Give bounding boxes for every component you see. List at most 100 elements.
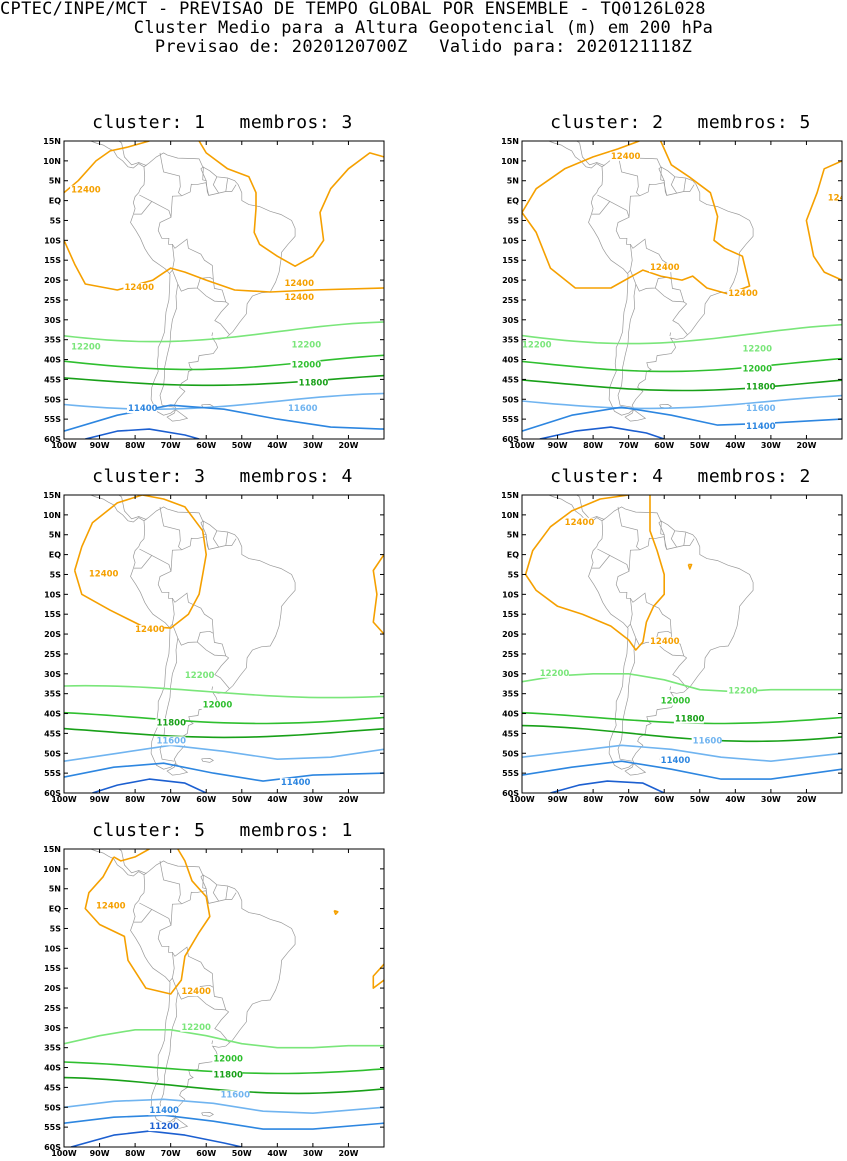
contour-label-bg <box>287 404 317 414</box>
panel-title: cluster: 1 membros: 3 <box>92 112 353 133</box>
contour-line <box>522 744 842 763</box>
y-tick-label: 45S <box>44 375 61 384</box>
contour-label: 12400 <box>135 625 165 635</box>
y-tick-label: 30S <box>44 316 61 325</box>
y-tick-label: 45S <box>502 375 519 384</box>
contour-line <box>64 392 384 411</box>
country-border <box>615 536 695 689</box>
map-plot: 1240012400124001240012200122001200011800… <box>501 137 843 450</box>
country-border <box>172 952 214 1000</box>
contour-label-bg <box>123 283 154 292</box>
contour-line <box>64 374 384 387</box>
y-tick-label: 35S <box>502 690 519 699</box>
y-tick-label: 15S <box>502 256 519 265</box>
contour-label-bg <box>691 736 722 746</box>
map-layer: 12400 12400 12200 12000 11800 11600 11400 <box>64 495 384 793</box>
figure-header: CPTEC/INPE/MCT - PREVISAO DE TEMPO GLOBA… <box>0 0 847 57</box>
y-tick-label: 55S <box>502 769 519 778</box>
y-tick-label: 10N <box>43 511 61 520</box>
contour-label-bg <box>180 1022 211 1032</box>
y-tick-label: 20S <box>502 276 519 285</box>
panel-title: cluster: 3 membros: 4 <box>92 466 353 487</box>
map-layer: 12400 12400 12200 12000 11800 11600 11400 11200 <box>64 849 384 1147</box>
contour-line <box>64 727 384 739</box>
x-tick-label: 90W <box>90 1149 110 1158</box>
contour-line <box>522 760 842 780</box>
contour-line <box>64 141 150 194</box>
country-border <box>211 332 213 337</box>
map-layer: 12400 12400 12400 12400 12200 12200 12000 11800… <box>522 141 842 439</box>
contour-label: 11600 <box>693 736 723 746</box>
contour-label-bg <box>741 344 772 354</box>
contour-label-bg <box>70 185 101 195</box>
y-tick-label: 20S <box>44 630 61 639</box>
coastline <box>118 495 147 520</box>
y-tick-label: 50S <box>502 395 519 404</box>
contour-line <box>522 141 751 295</box>
x-tick-label: 100W <box>509 441 535 450</box>
country-border <box>655 287 684 303</box>
map-panel-cluster-1: cluster: 1 membros: 3 12400 12400 12400 124… <box>30 112 430 450</box>
contour-label: 12200 <box>181 1023 211 1033</box>
x-tick-label: 90W <box>548 795 568 804</box>
country-border <box>630 244 672 292</box>
contour-label: 12200 <box>522 341 552 351</box>
y-tick-label: 15N <box>43 137 61 146</box>
contour-label: 12000 <box>292 360 322 370</box>
y-tick-label: 30S <box>502 316 519 325</box>
contour-label: 12200 <box>292 341 322 351</box>
y-tick-label: 25S <box>44 650 61 659</box>
y-tick-label: 60S <box>44 1143 61 1152</box>
contour-label-bg <box>673 714 704 724</box>
contour-label-bg <box>745 404 775 414</box>
country-border <box>169 623 173 628</box>
falkland-islands <box>201 1112 215 1117</box>
plot-frame <box>63 140 385 440</box>
x-tick-label: 80W <box>125 441 145 450</box>
panel-title: cluster: 4 membros: 2 <box>550 466 811 487</box>
contour-label: 11800 <box>156 718 186 728</box>
contour-label-bg <box>649 263 679 273</box>
y-tick-label: 15S <box>44 610 61 619</box>
x-tick-label: 70W <box>161 1149 181 1158</box>
x-tick-label: 70W <box>619 441 639 450</box>
contour-label: 11600 <box>288 404 318 414</box>
y-tick-label: 10S <box>502 236 519 245</box>
contour-label: 11800 <box>746 382 776 392</box>
contour-line <box>84 849 211 995</box>
y-tick-label: 15N <box>43 491 61 500</box>
y-tick-label: 45S <box>502 729 519 738</box>
contour-label: 11800 <box>675 714 705 724</box>
contour-label-bg <box>148 1106 179 1116</box>
contour-label-bg <box>87 569 118 579</box>
contour-line <box>539 426 665 439</box>
coastline <box>166 763 189 776</box>
coastline <box>576 495 605 520</box>
country-border <box>157 182 237 335</box>
contour-label-bg <box>727 686 758 696</box>
contour-line <box>113 849 150 862</box>
contour-label: 12400 <box>611 152 641 162</box>
coastline <box>90 141 145 169</box>
header-line-3: Previsao de: 2020120700Z Valido para: 20… <box>154 37 693 57</box>
y-tick-label: 50S <box>44 1103 61 1112</box>
plot-frame <box>63 494 385 794</box>
x-tick-label: 50W <box>232 1149 252 1158</box>
y-tick-label: EQ <box>507 197 519 206</box>
contour-label: 12400 <box>650 637 680 647</box>
country-border <box>157 890 237 1043</box>
y-tick-label: 40S <box>44 1064 61 1073</box>
contour-label-bg <box>180 987 211 997</box>
contour-label: 12400 <box>124 283 154 293</box>
contour-label-bg <box>563 517 594 527</box>
contour-line <box>92 778 207 793</box>
x-tick-label: 60W <box>196 795 216 804</box>
x-tick-label: 80W <box>583 795 603 804</box>
y-tick-label: 55S <box>44 769 61 778</box>
contour-label: 12400 <box>728 289 758 299</box>
contour-label: 11600 <box>156 736 186 746</box>
coastline <box>624 409 647 422</box>
country-border <box>670 176 677 194</box>
country-border <box>617 283 637 408</box>
coastline <box>118 141 147 166</box>
